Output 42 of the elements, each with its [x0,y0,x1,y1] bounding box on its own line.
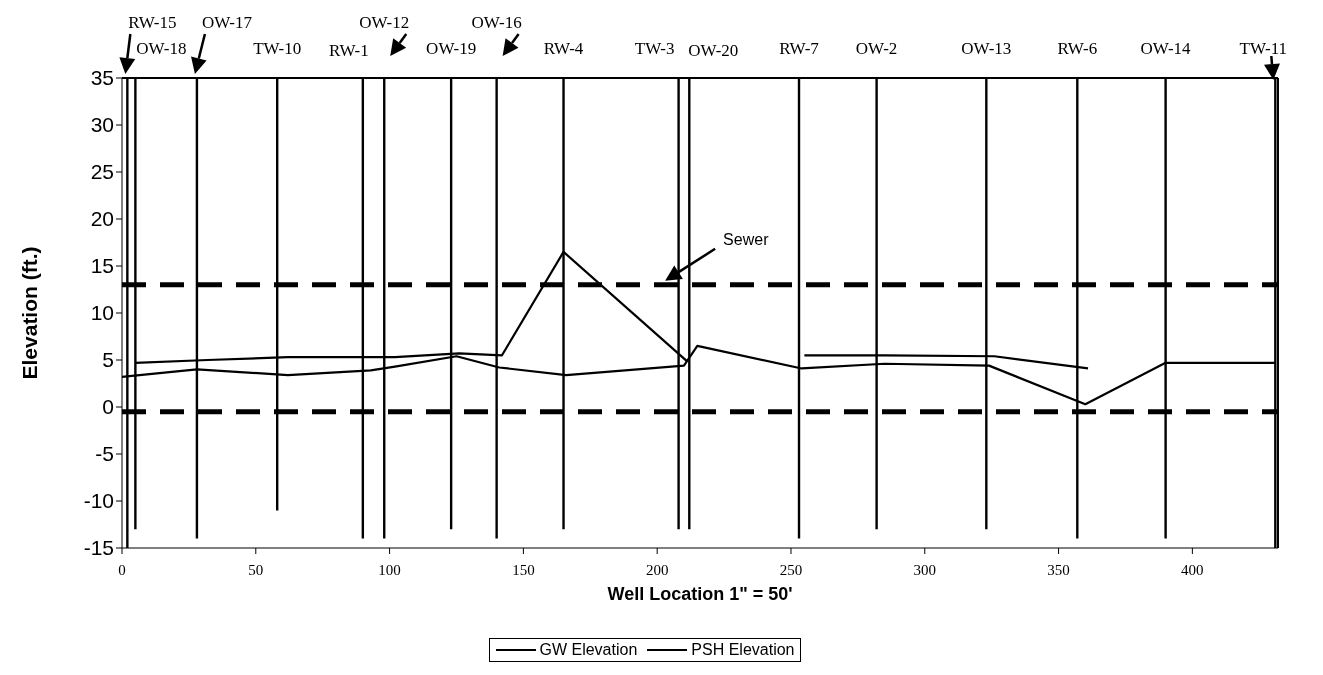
y-tick-label: 10 [90,301,114,325]
x-tick-label: 350 [1047,561,1070,578]
annotation: RW-15 [128,13,177,32]
annotation: OW-17 [201,13,253,32]
y-tick-label: 30 [90,113,114,137]
y-tick-label: 25 [90,160,114,184]
y-axis-title: Elevation (ft.) [18,246,42,380]
y-tick-label: 20 [90,207,114,231]
x-tick-label: 250 [779,561,803,578]
annotation: TW-11 [1239,39,1288,58]
y-tick-label: 35 [90,66,114,90]
annotation: RW-7 [779,39,820,58]
annotation: OW-20 [688,41,739,60]
annotation: OW-18 [136,39,187,58]
annotation: RW-4 [543,39,584,58]
x-axis-title: Well Location 1" = 50' [607,584,793,604]
y-tick-label: -5 [95,442,114,466]
annotation: OW-12 [359,13,410,32]
annotation: TW-3 [634,39,675,58]
annotation: OW-14 [1140,39,1192,58]
annotation: OW-2 [855,39,898,58]
legend-label: GW Elevation [538,641,638,659]
annotation: RW-6 [1057,39,1098,58]
annotation: OW-16 [471,13,522,32]
y-tick-label: -15 [83,536,114,560]
annotation: TW-10 [253,39,302,58]
x-tick-label: 150 [512,561,535,578]
ref-line-label: Sewer [723,230,770,248]
annotation: OW-19 [426,39,477,58]
y-tick-label: -10 [83,489,114,513]
legend-label: PSH Elevation [690,641,795,659]
x-tick-label: 0 [118,561,126,578]
y-tick-label: 5 [102,348,114,372]
x-tick-label: 200 [645,561,669,578]
annotation: OW-13 [961,39,1012,58]
x-tick-label: 50 [248,561,264,578]
annotation: RW-1 [329,41,369,60]
x-tick-label: 100 [378,561,401,578]
y-tick-label: 0 [102,395,114,419]
y-tick-label: 15 [90,254,114,278]
x-tick-label: 400 [1181,561,1204,578]
x-tick-label: 300 [913,561,937,578]
